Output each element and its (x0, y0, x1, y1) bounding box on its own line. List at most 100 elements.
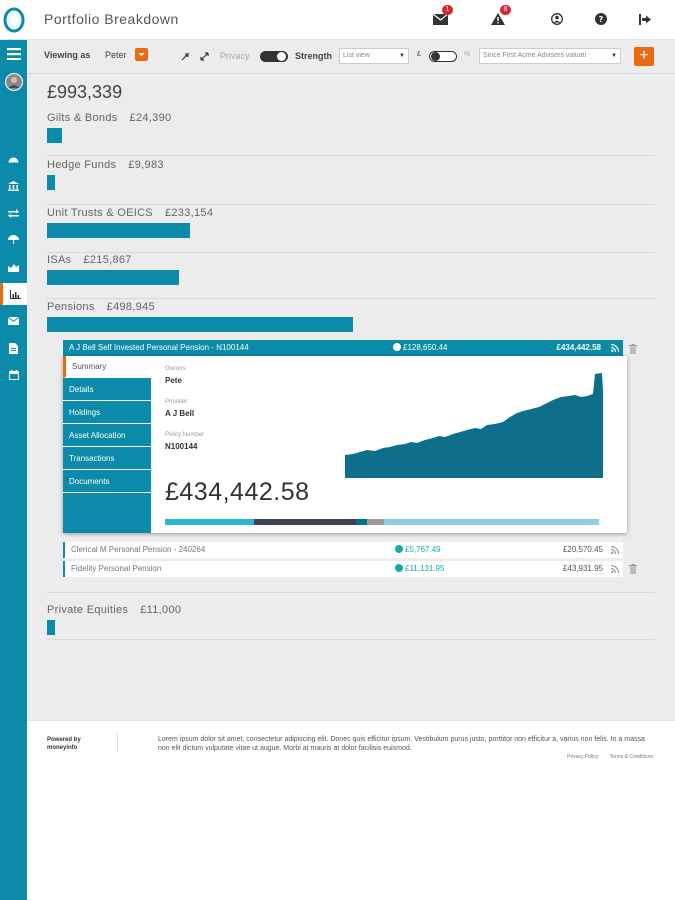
gain-up-icon (395, 545, 403, 553)
strength-label: Strength (295, 51, 332, 61)
document-icon (9, 342, 18, 354)
sidebar-item-documents[interactable] (0, 337, 27, 359)
category-private-equities[interactable]: Private Equities £11,000 (47, 604, 655, 640)
viewing-as-dropdown[interactable] (135, 48, 148, 61)
tab-transactions[interactable]: Transactions (63, 448, 151, 470)
page-title: Portfolio Breakdown (44, 11, 179, 27)
feed-icon[interactable] (611, 344, 619, 352)
pension-gain: £128,650.44 (403, 343, 448, 352)
category-amount: £24,390 (129, 112, 172, 124)
sidebar-item-breakdown[interactable] (0, 283, 27, 305)
category-amount: £498,945 (106, 301, 155, 313)
percent-symbol: % (464, 51, 471, 58)
envelope-icon (432, 13, 448, 25)
category-bar (47, 223, 190, 238)
footer-links: Privacy Policy Terms & Conditions (557, 754, 653, 760)
portfolio-icon (8, 263, 19, 272)
brand-name: moneyinfo (47, 745, 78, 751)
pension-name: Clerical M Personal Pension - 240264 (71, 545, 206, 554)
profile-button[interactable] (545, 7, 569, 31)
category-bar (47, 270, 179, 285)
svg-text:?: ? (599, 15, 604, 24)
gain-up-icon (393, 343, 401, 351)
valuation-area (345, 373, 603, 478)
footer: Powered by moneyinfo Lorem ipsum dolor s… (27, 720, 675, 770)
sidebar-item-bank[interactable] (0, 175, 27, 197)
category-pensions[interactable]: Pensions £498,945 (47, 301, 655, 593)
footer-text: Lorem ipsum dolor sit amet, consectetur … (158, 736, 645, 752)
chart-icon (9, 289, 21, 299)
period-select[interactable]: Since First Acme Advisers valuati ▼ (479, 48, 621, 64)
sidebar-item-messages[interactable] (0, 310, 27, 332)
alerts-button[interactable]: 8 (486, 5, 511, 31)
policy-number-label: Policy Number (165, 432, 205, 438)
app-logo[interactable] (2, 5, 26, 35)
owners-value: Pete (165, 376, 182, 385)
trash-icon[interactable] (629, 344, 637, 354)
pension-value: £43,931.95 (562, 564, 603, 573)
add-button[interactable]: + (634, 47, 654, 66)
alerts-badge: 8 (500, 5, 511, 15)
currency-percent-toggle[interactable] (429, 51, 457, 62)
menu-icon (6, 48, 21, 60)
help-button[interactable]: ? (589, 7, 613, 31)
avatar (4, 73, 23, 91)
category-name: Pensions (47, 301, 95, 313)
pension-gain: £5,767.49 (405, 545, 441, 554)
sidebar-item-transfers[interactable] (0, 202, 27, 224)
sidebar-item-dashboard[interactable] (0, 147, 27, 169)
calendar-icon (8, 370, 19, 380)
collapse-icon[interactable] (181, 52, 190, 61)
user-avatar-button[interactable] (0, 71, 27, 93)
category-amount: £11,000 (140, 604, 182, 616)
category-gilts-bonds[interactable]: Gilts & Bonds £24,390 (47, 112, 655, 156)
feed-icon[interactable] (611, 546, 619, 554)
sidebar-item-calendar[interactable] (0, 364, 27, 386)
tab-documents[interactable]: Documents (63, 471, 151, 493)
category-amount: £9,983 (128, 159, 164, 171)
tab-holdings[interactable]: Holdings (63, 402, 151, 424)
currency-symbol: £ (417, 51, 421, 58)
allocation-segment (384, 519, 599, 525)
category-isas[interactable]: ISAs £215,867 (47, 254, 655, 299)
pension-row[interactable]: Clerical M Personal Pension - 240264 £5,… (63, 542, 623, 558)
tab-asset-allocation[interactable]: Asset Allocation (63, 425, 151, 447)
category-name: Private Equities (47, 604, 129, 616)
category-hedge-funds[interactable]: Hedge Funds £9,983 (47, 159, 655, 205)
main-content: Viewing as Peter Privacy Strength List v… (27, 40, 675, 720)
owners-label: Owners (165, 366, 186, 372)
pension-row[interactable]: Fidelity Personal Pension £11,131.95 £43… (63, 561, 623, 577)
category-amount: £233,154 (164, 207, 214, 219)
feed-icon[interactable] (611, 565, 619, 573)
logout-button[interactable] (633, 7, 657, 31)
mail-icon (8, 317, 19, 325)
category-bar (47, 620, 55, 635)
expand-icon[interactable] (200, 52, 209, 61)
chevron-down-icon (138, 53, 145, 57)
tab-details[interactable]: Details (63, 379, 151, 401)
viewing-as-value: Peter (105, 50, 127, 60)
tab-summary[interactable]: Summary (63, 356, 151, 378)
umbrella-icon (8, 235, 19, 244)
messages-button[interactable]: 1 (428, 5, 453, 31)
allocation-segment (165, 519, 254, 525)
pension-header-ajbell[interactable]: A J Bell Self Invested Personal Pension … (63, 340, 623, 356)
category-unit-trusts[interactable]: Unit Trusts & OEICS £233,154 (47, 207, 655, 253)
help-icon: ? (595, 13, 607, 25)
terms-link[interactable]: Terms & Conditions (609, 754, 653, 760)
allocation-segment (366, 519, 385, 525)
sidebar-item-portfolio[interactable] (0, 256, 27, 278)
view-select[interactable]: List view ▼ (339, 48, 409, 64)
bank-icon (8, 181, 19, 191)
allocation-segment (355, 519, 367, 525)
messages-badge: 1 (442, 5, 453, 15)
menu-button[interactable] (0, 43, 27, 65)
privacy-policy-link[interactable]: Privacy Policy (567, 754, 599, 760)
logout-icon (639, 13, 651, 25)
trash-icon[interactable] (629, 564, 637, 574)
privacy-label: Privacy (220, 51, 250, 61)
sidebar-item-insurance[interactable] (0, 229, 27, 251)
alert-icon (491, 13, 505, 25)
select-caret-icon: ▼ (399, 53, 405, 59)
privacy-toggle[interactable] (260, 51, 288, 62)
